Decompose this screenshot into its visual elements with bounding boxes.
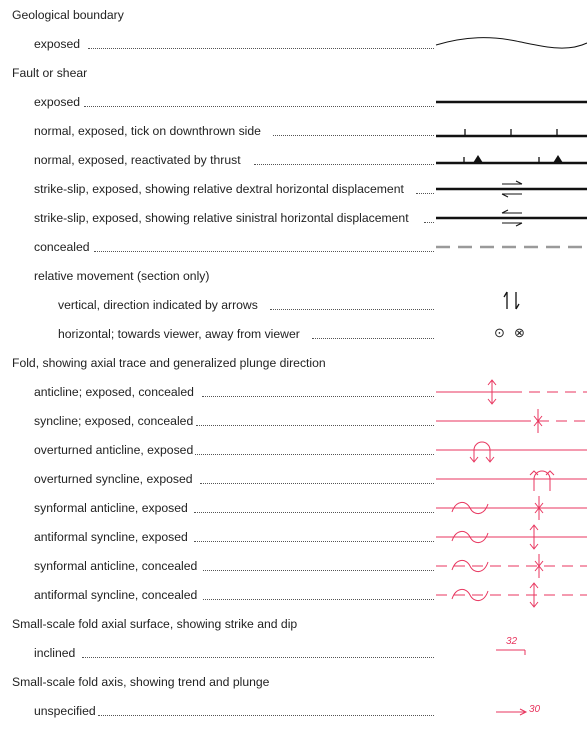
plunge-value: 30	[529, 704, 541, 715]
legend-label: strike-slip, exposed, showing relative d…	[34, 182, 404, 196]
legend-row-synformal-anticline: synformal anticline, exposed	[0, 496, 587, 520]
dotted-leader	[424, 222, 434, 223]
towards-viewer-icon: ⊙	[494, 325, 505, 340]
legend-label: relative movement (section only)	[34, 269, 210, 283]
dotted-leader	[194, 512, 434, 513]
dotted-leader	[273, 135, 434, 136]
dotted-leader	[84, 106, 434, 107]
fault-concealed-symbol	[436, 236, 587, 258]
dotted-leader	[195, 454, 434, 455]
legend-label: inclined	[34, 646, 76, 660]
synformal-anticline-concealed-symbol	[436, 548, 587, 578]
normal-fault-tick-symbol	[436, 120, 587, 142]
legend-label: synformal anticline, exposed	[34, 501, 188, 515]
legend-row-overturned-syncline: overturned syncline, exposed	[0, 468, 587, 491]
dotted-leader	[194, 541, 434, 542]
legend-row-normal-fault-tick: normal, exposed, tick on downthrown side	[0, 120, 587, 142]
legend-label: overturned anticline, exposed	[34, 443, 194, 457]
legend-label: syncline; exposed, concealed	[34, 414, 194, 428]
legend-label: normal, exposed, reactivated by thrust	[34, 153, 241, 167]
dextral-displacement-symbol	[436, 178, 587, 200]
antiformal-syncline-symbol	[436, 519, 587, 550]
legend-label: concealed	[34, 240, 90, 254]
legend-label: normal, exposed, tick on downthrown side	[34, 124, 261, 138]
dotted-leader	[254, 164, 434, 165]
legend-row-inclined: inclined 32	[0, 636, 587, 664]
dotted-leader	[196, 425, 434, 426]
legend-row-fault-concealed: concealed	[0, 236, 587, 258]
legend-label: exposed	[34, 37, 81, 51]
sinistral-displacement-symbol	[436, 207, 587, 229]
dotted-leader	[82, 657, 434, 658]
dotted-leader	[88, 48, 434, 49]
section-heading: Geological boundary	[12, 8, 124, 22]
legend-row-normal-fault-thrust: normal, exposed, reactivated by thrust	[0, 149, 587, 171]
legend-label: overturned syncline, exposed	[34, 472, 193, 486]
legend-label: antiformal syncline, exposed	[34, 530, 188, 544]
overturned-anticline-symbol	[436, 432, 587, 463]
fault-exposed-symbol	[436, 91, 587, 113]
vertical-movement-arrows-symbol	[436, 285, 587, 310]
strike-dip-symbol: 32	[436, 633, 587, 655]
dotted-leader	[98, 715, 434, 716]
dotted-leader	[203, 599, 434, 600]
legend-row-antiformal-syncline-concealed: antiformal syncline, concealed	[0, 582, 587, 608]
away-from-viewer-icon: ⊗	[514, 325, 525, 340]
legend-row-antiformal-syncline: antiformal syncline, exposed	[0, 524, 587, 550]
legend-label: antiformal syncline, concealed	[34, 588, 198, 602]
legend-label: horizontal; towards viewer, away from vi…	[58, 327, 300, 341]
legend-row-anticline: anticline; exposed, concealed	[0, 379, 587, 405]
section-heading: Fold, showing axial trace and generalize…	[12, 356, 326, 370]
legend-row-syncline: syncline; exposed, concealed	[0, 409, 587, 433]
section-heading: Small-scale fold axial surface, showing …	[12, 617, 298, 631]
antiformal-syncline-concealed-symbol	[436, 577, 587, 608]
overturned-syncline-symbol	[436, 461, 587, 491]
legend-label: vertical, direction indicated by arrows	[58, 298, 258, 312]
legend-label: strike-slip, exposed, showing relative s…	[34, 211, 409, 225]
legend-label: exposed	[34, 95, 81, 109]
dotted-leader	[202, 396, 434, 397]
legend-row-fault-exposed: exposed	[0, 91, 587, 113]
section-heading: Fault or shear	[12, 66, 88, 80]
legend-row-sinistral: strike-slip, exposed, showing relative s…	[0, 207, 587, 229]
legend-row-unspecified: unspecified 30	[0, 700, 587, 722]
legend-row-dextral: strike-slip, exposed, showing relative d…	[0, 178, 587, 200]
trend-plunge-symbol: 30	[436, 700, 587, 722]
anticline-symbol	[436, 374, 587, 405]
legend-row-horizontal-movement: horizontal; towards viewer, away from vi…	[0, 323, 587, 345]
section-heading: Small-scale fold axis, showing trend and…	[12, 675, 270, 689]
legend-label: anticline; exposed, concealed	[34, 385, 194, 399]
legend-label: unspecified	[34, 704, 96, 718]
synformal-anticline-symbol	[436, 490, 587, 520]
geological-boundary-symbol	[435, 33, 587, 55]
legend-label: synformal anticline, concealed	[34, 559, 198, 573]
dotted-leader	[416, 193, 434, 194]
legend-row-boundary-exposed: exposed	[0, 33, 587, 55]
syncline-symbol	[436, 403, 587, 433]
dip-value: 32	[506, 636, 518, 647]
horizontal-movement-symbol: ⊙ ⊗	[436, 323, 587, 345]
dotted-leader	[200, 483, 434, 484]
legend-row-overturned-anticline: overturned anticline, exposed	[0, 439, 587, 463]
dotted-leader	[312, 338, 434, 339]
legend-row-synformal-anticline-concealed: synformal anticline, concealed	[0, 554, 587, 578]
legend-row-vertical-movement: vertical, direction indicated by arrows	[0, 291, 587, 316]
dotted-leader	[203, 570, 434, 571]
dotted-leader	[270, 309, 434, 310]
dotted-leader	[94, 251, 434, 252]
normal-fault-thrust-symbol	[436, 149, 587, 171]
